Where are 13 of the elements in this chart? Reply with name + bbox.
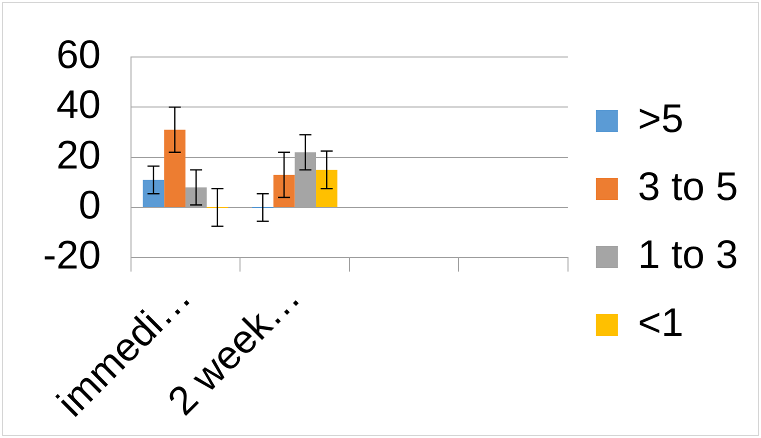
bar bbox=[316, 170, 338, 207]
y-tick-label: 40 bbox=[56, 83, 101, 128]
legend-label: 3 to 5 bbox=[638, 165, 738, 210]
legend-label: 1 to 3 bbox=[638, 233, 738, 278]
legend-label: >5 bbox=[638, 97, 684, 142]
y-tick-label: -20 bbox=[43, 234, 101, 278]
bar bbox=[142, 180, 164, 207]
bar bbox=[164, 130, 186, 207]
y-tick-label: 20 bbox=[56, 133, 101, 178]
y-tick-label: 0 bbox=[78, 184, 101, 228]
legend-label: <1 bbox=[638, 301, 684, 346]
y-tick-label: 60 bbox=[56, 33, 101, 78]
bar bbox=[273, 174, 295, 207]
